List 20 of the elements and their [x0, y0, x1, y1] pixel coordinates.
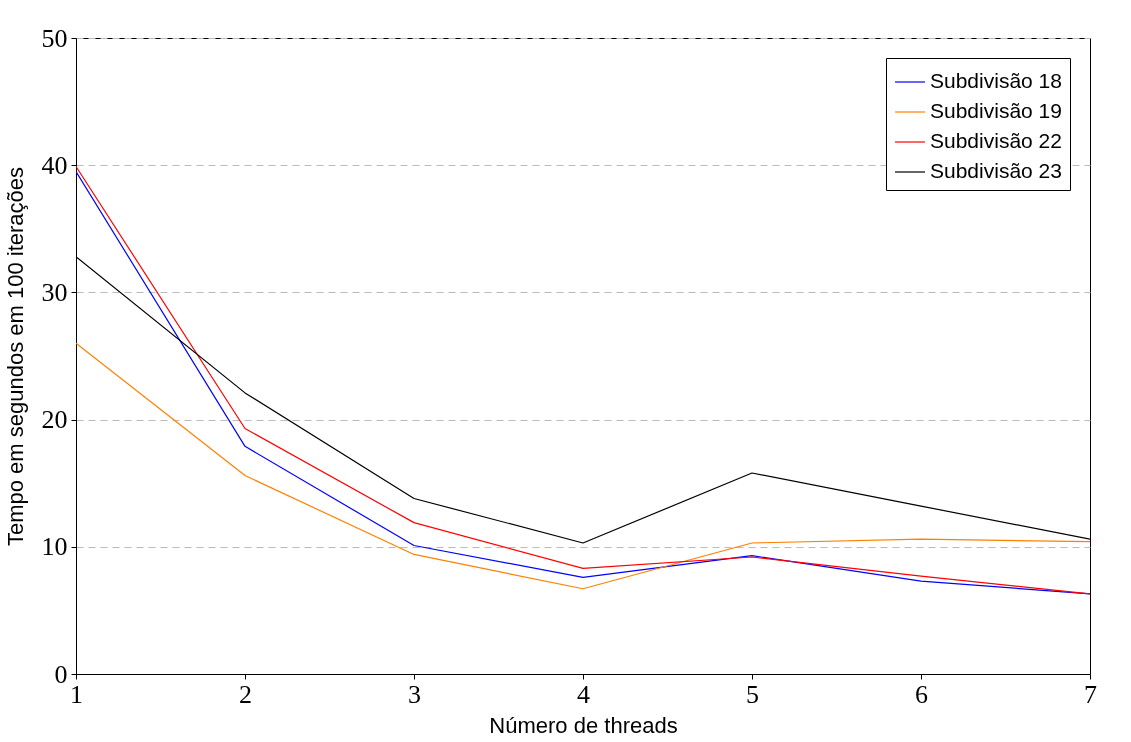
line-series — [76, 342, 1090, 590]
legend-label: Subdivisão 18 — [930, 69, 1062, 92]
x-tick-label: 6 — [915, 679, 928, 709]
x-tick-label: 4 — [577, 679, 590, 709]
x-tick-label: 7 — [1084, 679, 1097, 709]
x-tick-label: 5 — [746, 679, 759, 709]
x-axis-title: Número de threads — [489, 712, 678, 738]
y-axis-title: Tempo em segundos em 100 iterações — [2, 166, 28, 547]
y-tick-label: 20 — [41, 405, 68, 435]
y-tick-label: 30 — [41, 277, 68, 307]
x-tick-label: 1 — [70, 679, 83, 709]
y-tick-label: 40 — [41, 150, 68, 180]
y-tick-label: 50 — [41, 23, 68, 53]
x-tick-label: 3 — [408, 679, 421, 709]
y-tick-label: 0 — [54, 659, 68, 689]
legend-label: Subdivisão 23 — [930, 159, 1062, 182]
legend-label: Subdivisão 22 — [930, 129, 1062, 152]
x-tick-label: 2 — [239, 679, 252, 709]
legend-label: Subdivisão 19 — [930, 99, 1062, 122]
y-tick-label: 10 — [41, 532, 68, 562]
